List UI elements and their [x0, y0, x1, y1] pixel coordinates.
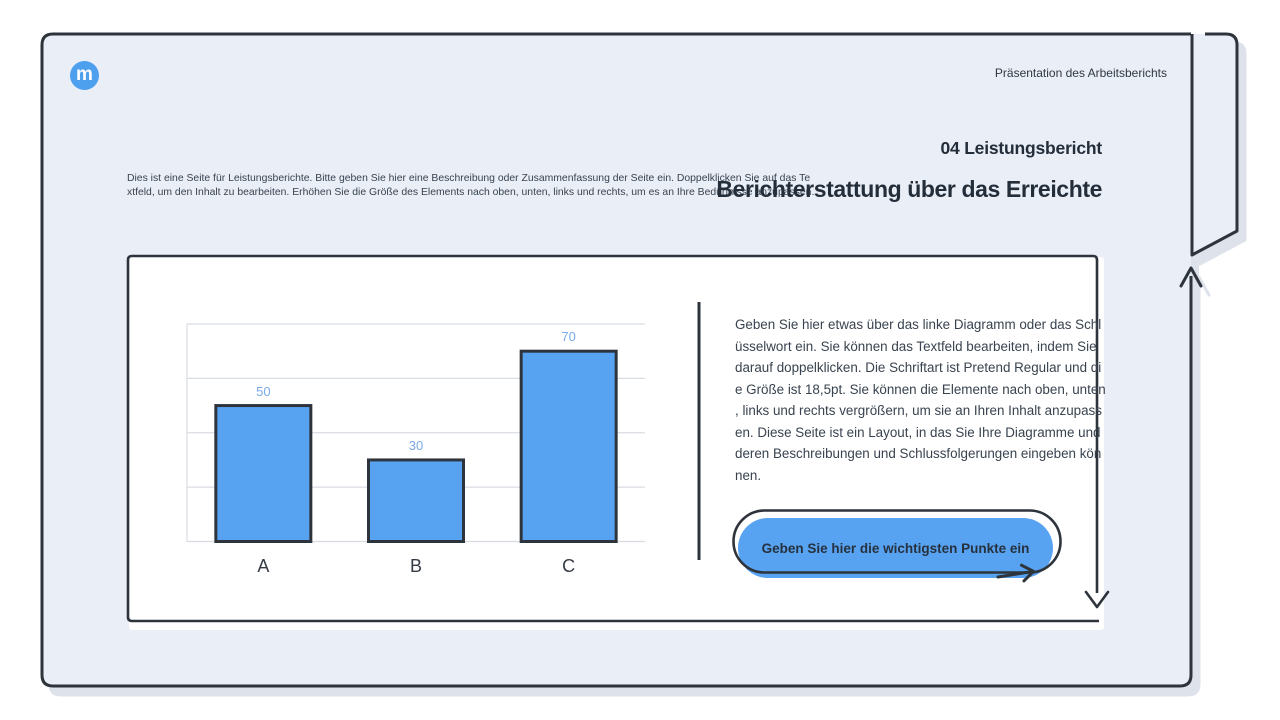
cta-button[interactable]: Geben Sie hier die wichtigsten Punkte ei…	[761, 540, 1030, 556]
slide-card-border	[40, 32, 1193, 688]
bar-category-label: B	[409, 556, 422, 576]
presentation-header-label[interactable]: Präsentation des Arbeitsberichts	[994, 66, 1167, 80]
page-title[interactable]: Berichterstattung über das Erreichte	[716, 176, 1102, 202]
bookmark-fold-border	[1190, 32, 1239, 257]
bar-category-label: A	[257, 556, 270, 576]
right-arrow-icon	[996, 563, 1036, 583]
bar-value-label: 50	[256, 383, 271, 399]
bar-value-label: 30	[408, 437, 424, 453]
content-card-border	[126, 254, 1099, 623]
bar-C	[519, 349, 618, 543]
up-arrow-icon	[1179, 266, 1203, 288]
cta-button-fill[interactable]	[738, 518, 1053, 578]
chart-note-textbox[interactable]: Geben Sie hier etwas über das linke Diag…	[735, 317, 1106, 483]
m-logo-icon: m	[70, 61, 99, 90]
bookmark-fold	[1192, 34, 1237, 255]
chart-bars	[214, 349, 618, 543]
section-number-title[interactable]: 04 Leistungsbericht	[940, 138, 1102, 158]
bar-value-label: 70	[561, 329, 576, 345]
bar-category-label: C	[562, 556, 576, 576]
logo-letter: m	[76, 63, 93, 85]
down-arrow-icon	[1084, 590, 1110, 609]
bar-B	[367, 458, 465, 543]
slide-description-textbox[interactable]: Dies ist eine Seite für Leistungsbericht…	[127, 173, 815, 198]
bar-A	[214, 404, 313, 543]
cta-button-outline	[732, 509, 1062, 574]
